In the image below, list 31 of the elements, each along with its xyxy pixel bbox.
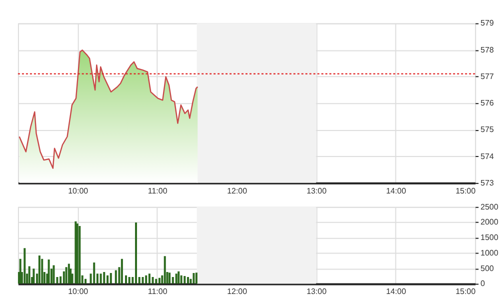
- x-tick-label: 14:00: [386, 287, 407, 296]
- bar: [103, 272, 106, 284]
- y-tick-label: 2000: [480, 218, 499, 227]
- y-tick-label: 1500: [480, 233, 499, 242]
- y-tick-label: 579: [480, 18, 494, 28]
- x-tick-label: 13:00: [306, 287, 328, 296]
- y-tick-label: 1000: [480, 248, 499, 258]
- bar: [114, 270, 117, 284]
- y-tick-label: 577: [480, 72, 494, 81]
- y-tick-label: 576: [480, 98, 494, 108]
- x-tick-label: 12:00: [227, 186, 248, 196]
- y-tick-label: 573: [480, 178, 494, 188]
- bar: [128, 276, 130, 284]
- bar: [175, 274, 178, 284]
- x-tick-label: 12:00: [227, 287, 248, 296]
- x-tick-label: 14:00: [386, 186, 407, 196]
- bar: [152, 276, 154, 284]
- x-tick-label: 15:00: [456, 186, 476, 196]
- x-tick-label: 13:00: [306, 186, 328, 196]
- y-tick-label: 2500: [480, 202, 499, 212]
- y-tick-label: 578: [480, 45, 494, 54]
- y-tick-label: 575: [480, 125, 494, 134]
- y-tick-label: 0: [480, 279, 486, 288]
- y-tick-label: 574: [480, 152, 494, 161]
- y-tick-label: 500: [480, 264, 494, 273]
- x-tick-label: 11:00: [148, 186, 168, 196]
- bar: [41, 258, 44, 284]
- x-tick-label: 10:00: [68, 287, 89, 296]
- x-tick-label: 11:00: [148, 287, 168, 296]
- x-tick-label: 15:00: [456, 287, 476, 296]
- x-tick-label: 10:00: [68, 186, 89, 196]
